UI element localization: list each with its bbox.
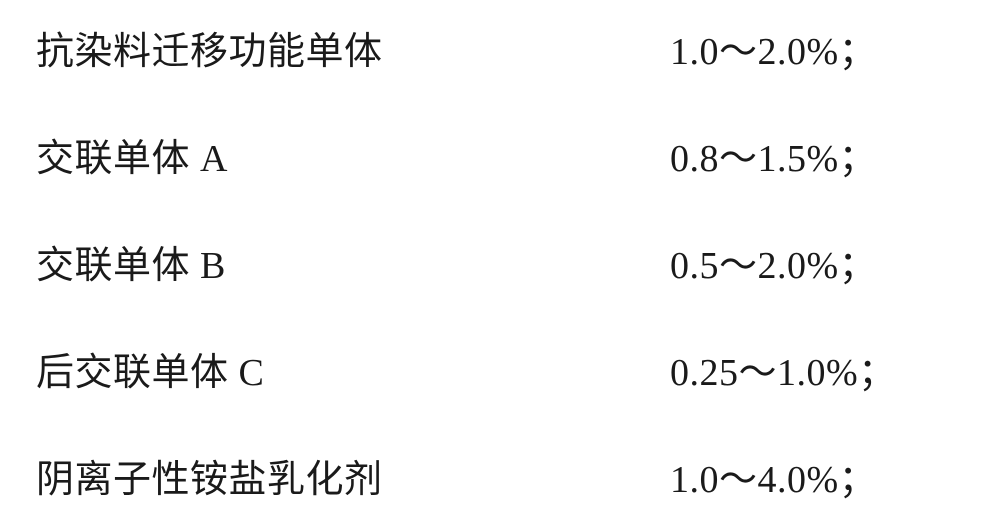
table-row: 交联单体 A 0.8～1.5%； (36, 127, 970, 182)
component-label: 后交联单体 C (36, 341, 264, 396)
table-row: 交联单体 B 0.5～2.0%； (36, 234, 970, 289)
component-value: 0.25～1.0%； (670, 341, 970, 396)
table-row: 阴离子性铵盐乳化剂 1.0～4.0%； (36, 448, 970, 503)
table-row: 后交联单体 C 0.25～1.0%； (36, 341, 970, 396)
table-row: 抗染料迁移功能单体 1.0～2.0%； (36, 20, 970, 75)
component-label: 交联单体 A (36, 127, 228, 182)
component-value: 0.5～2.0%； (670, 234, 970, 289)
component-label: 阴离子性铵盐乳化剂 (36, 448, 383, 503)
component-value: 0.8～1.5%； (670, 127, 970, 182)
component-value: 1.0～2.0%； (670, 20, 970, 75)
component-value: 1.0～4.0%； (670, 448, 970, 503)
composition-list: 抗染料迁移功能单体 1.0～2.0%； 交联单体 A 0.8～1.5%； 交联单… (0, 0, 1000, 503)
component-label: 抗染料迁移功能单体 (36, 20, 383, 75)
component-label: 交联单体 B (36, 234, 226, 289)
